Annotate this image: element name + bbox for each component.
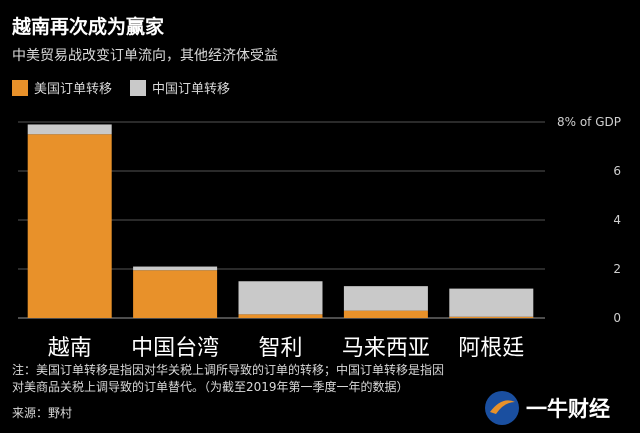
bar-cn-order-shift	[238, 281, 323, 315]
y-tick-label: 0	[613, 311, 621, 325]
category-label: 越南	[48, 336, 92, 361]
legend-item-cn: 中国订单转移	[130, 78, 230, 97]
bar-cn-order-shift	[27, 124, 112, 135]
logo-swoosh-icon	[490, 400, 515, 414]
category-label: 阿根廷	[458, 336, 524, 361]
bar-us-order-shift	[133, 270, 218, 318]
bar-us-order-shift	[343, 310, 428, 318]
bar-cn-order-shift	[133, 266, 218, 271]
logo: 一牛财经	[485, 391, 610, 425]
category-label: 智利	[258, 336, 302, 361]
logo-text: 一牛财经	[526, 397, 610, 421]
y-tick-label: 6	[613, 164, 621, 178]
source-note: 来源：野村	[12, 406, 73, 420]
legend-label-us: 美国订单转移	[34, 82, 113, 97]
legend-label-cn: 中国订单转移	[152, 82, 231, 97]
footnote-line-1: 注：美国订单转移是指因对华关税上调所导致的订单的转移；中国订单转移是指因	[12, 363, 445, 377]
bar-cn-order-shift	[449, 288, 534, 317]
category-label: 中国台湾	[131, 336, 219, 361]
logo-circle-icon	[485, 391, 519, 425]
chart-title: 越南再次成为赢家	[12, 16, 165, 38]
chart-subtitle: 中美贸易战改变订单流向，其他经济体受益	[12, 48, 278, 64]
bar-us-order-shift	[449, 316, 534, 318]
bar-us-order-shift	[238, 314, 323, 318]
legend-swatch-us	[12, 79, 28, 96]
legend-item-us: 美国订单转移	[12, 78, 112, 97]
legend-swatch-cn	[130, 79, 147, 96]
y-tick-label: 2	[613, 262, 621, 276]
footnote: 注：美国订单转移是指因对华关税上调所导致的订单的转移；中国订单转移是指因 对美商…	[12, 362, 552, 396]
legend: 美国订单转移 中国订单转移	[12, 78, 248, 97]
bar-us-order-shift	[27, 134, 112, 318]
bar-cn-order-shift	[343, 286, 428, 311]
footnote-line-2: 对美商品关税上调导致的订单替代。（为截至2019年第一季度一年的数据）	[12, 380, 409, 394]
category-label: 马来西亚	[342, 336, 430, 361]
y-tick-label: 4	[613, 213, 621, 227]
y-tick-label: 8% of GDP	[557, 115, 621, 129]
